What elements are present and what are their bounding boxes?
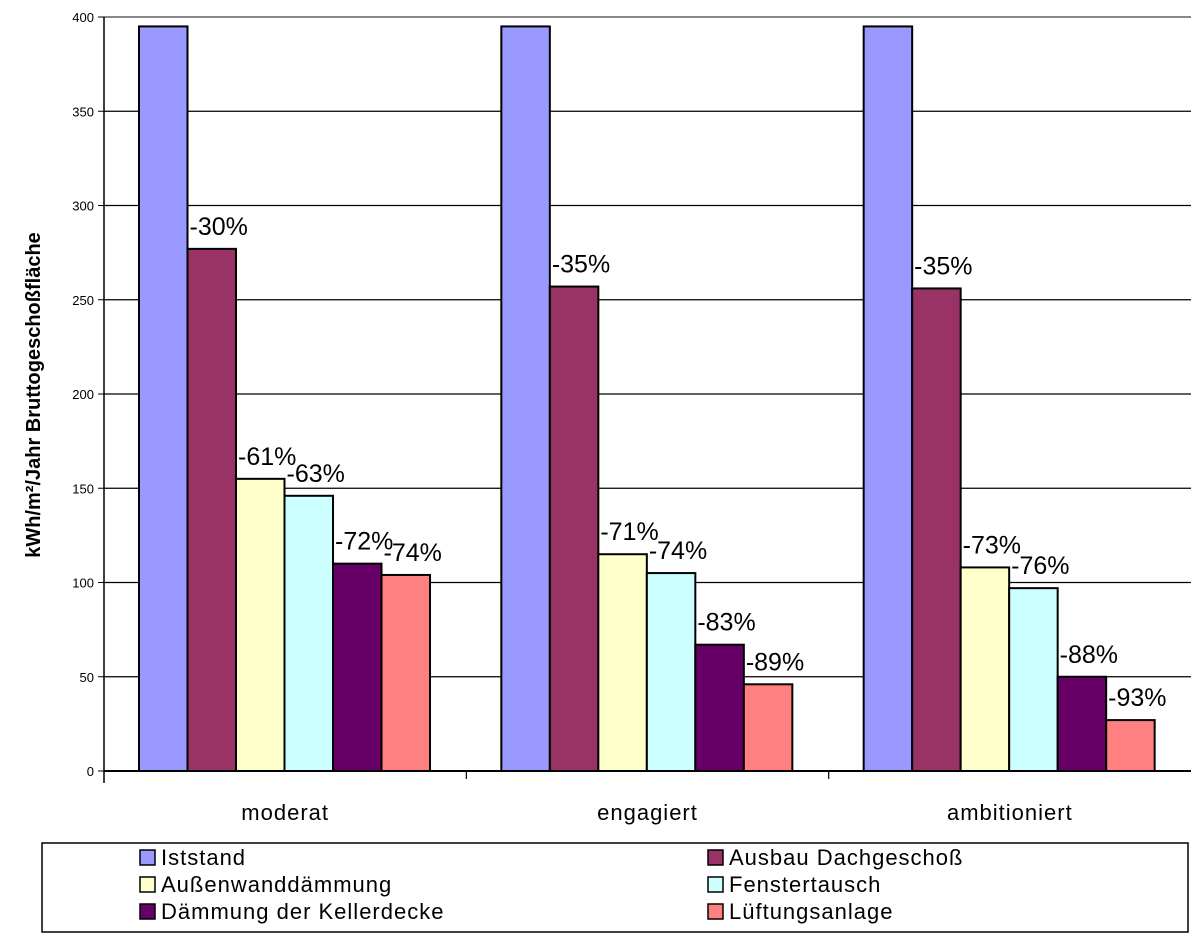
legend-swatch bbox=[139, 849, 156, 866]
bar-engagiert-6 bbox=[742, 683, 794, 772]
legend-box bbox=[41, 842, 1189, 933]
data-label: -61% bbox=[238, 443, 296, 471]
y-axis-label: kWh/m²/Jahr Bruttogeschoßfläche bbox=[23, 232, 45, 558]
bar-moderat-1 bbox=[138, 25, 189, 773]
legend-entry: Lüftungsanlage bbox=[729, 899, 893, 924]
data-label: -76% bbox=[1011, 552, 1069, 580]
data-label: -72% bbox=[335, 528, 393, 556]
x-category-label: engagiert bbox=[597, 800, 698, 825]
data-label: -83% bbox=[697, 609, 755, 637]
data-label: -35% bbox=[914, 252, 972, 280]
legend-swatch bbox=[139, 903, 156, 920]
bar-ambitioniert-6 bbox=[1105, 719, 1156, 772]
y-tick-label: 0 bbox=[87, 764, 94, 779]
legend: Iststand Ausbau Dachgeschoß Außenwanddämmu… bbox=[41, 842, 1189, 933]
legend-swatch bbox=[139, 876, 156, 893]
x-axis-category-labels: moderat engagiert ambitioniert bbox=[241, 800, 1073, 825]
y-tick-label: 350 bbox=[72, 104, 94, 119]
bar-moderat-3 bbox=[235, 477, 286, 772]
bar-engagiert-3 bbox=[597, 553, 648, 772]
data-label: -88% bbox=[1060, 641, 1118, 669]
y-tick-label: 200 bbox=[72, 387, 94, 402]
data-label: -35% bbox=[552, 251, 610, 279]
legend-entry: Ausbau Dachgeschoß bbox=[729, 845, 963, 870]
x-category-label: moderat bbox=[241, 800, 329, 825]
y-tick-label: 250 bbox=[72, 293, 94, 308]
bar-engagiert-5 bbox=[694, 643, 745, 773]
legend-entry: Dämmung der Kellerdecke bbox=[161, 899, 444, 924]
data-label: -63% bbox=[287, 460, 345, 488]
data-label: -74% bbox=[384, 539, 442, 567]
axes bbox=[103, 17, 1191, 783]
y-tick-label: 100 bbox=[72, 576, 94, 591]
data-label: -93% bbox=[1108, 684, 1166, 712]
bar-moderat-5 bbox=[332, 562, 383, 773]
y-tick-label: 400 bbox=[72, 10, 94, 25]
data-label: -73% bbox=[963, 531, 1021, 559]
bars bbox=[138, 25, 1156, 773]
bar-ambitioniert-3 bbox=[959, 566, 1011, 772]
y-tick-label: 150 bbox=[72, 481, 94, 496]
bar-ambitioniert-5 bbox=[1056, 675, 1108, 772]
legend-entry: Fenstertausch bbox=[729, 872, 881, 897]
x-category-label: ambitioniert bbox=[947, 800, 1073, 825]
bar-ambitioniert-1 bbox=[862, 25, 914, 773]
legend-swatch bbox=[707, 876, 724, 893]
data-label: -30% bbox=[190, 213, 248, 241]
data-label: -71% bbox=[600, 518, 658, 546]
bar-engagiert-2 bbox=[548, 285, 600, 772]
legend-entry: Außenwanddämmung bbox=[161, 872, 392, 897]
bar-moderat-2 bbox=[186, 247, 237, 773]
legend-swatch bbox=[707, 849, 724, 866]
legend-swatch bbox=[707, 903, 724, 920]
data-label: -74% bbox=[649, 537, 707, 565]
bar-ambitioniert-4 bbox=[1008, 587, 1059, 773]
bar-engagiert-4 bbox=[645, 572, 697, 773]
bar-engagiert-1 bbox=[500, 25, 551, 773]
y-tick-label: 50 bbox=[80, 670, 94, 685]
data-labels: -30%-61%-63%-72%-74%-35%-71%-74%-83%-89%… bbox=[190, 213, 1167, 712]
data-label: -89% bbox=[746, 648, 804, 676]
y-axis-ticks: 0 50 100 150 200 250 300 350 400 bbox=[72, 10, 104, 779]
bar-ambitioniert-2 bbox=[911, 287, 962, 772]
bar-moderat-4 bbox=[283, 494, 334, 772]
bar-moderat-6 bbox=[380, 573, 431, 773]
y-tick-label: 300 bbox=[72, 199, 94, 214]
legend-entry: Iststand bbox=[161, 845, 246, 870]
